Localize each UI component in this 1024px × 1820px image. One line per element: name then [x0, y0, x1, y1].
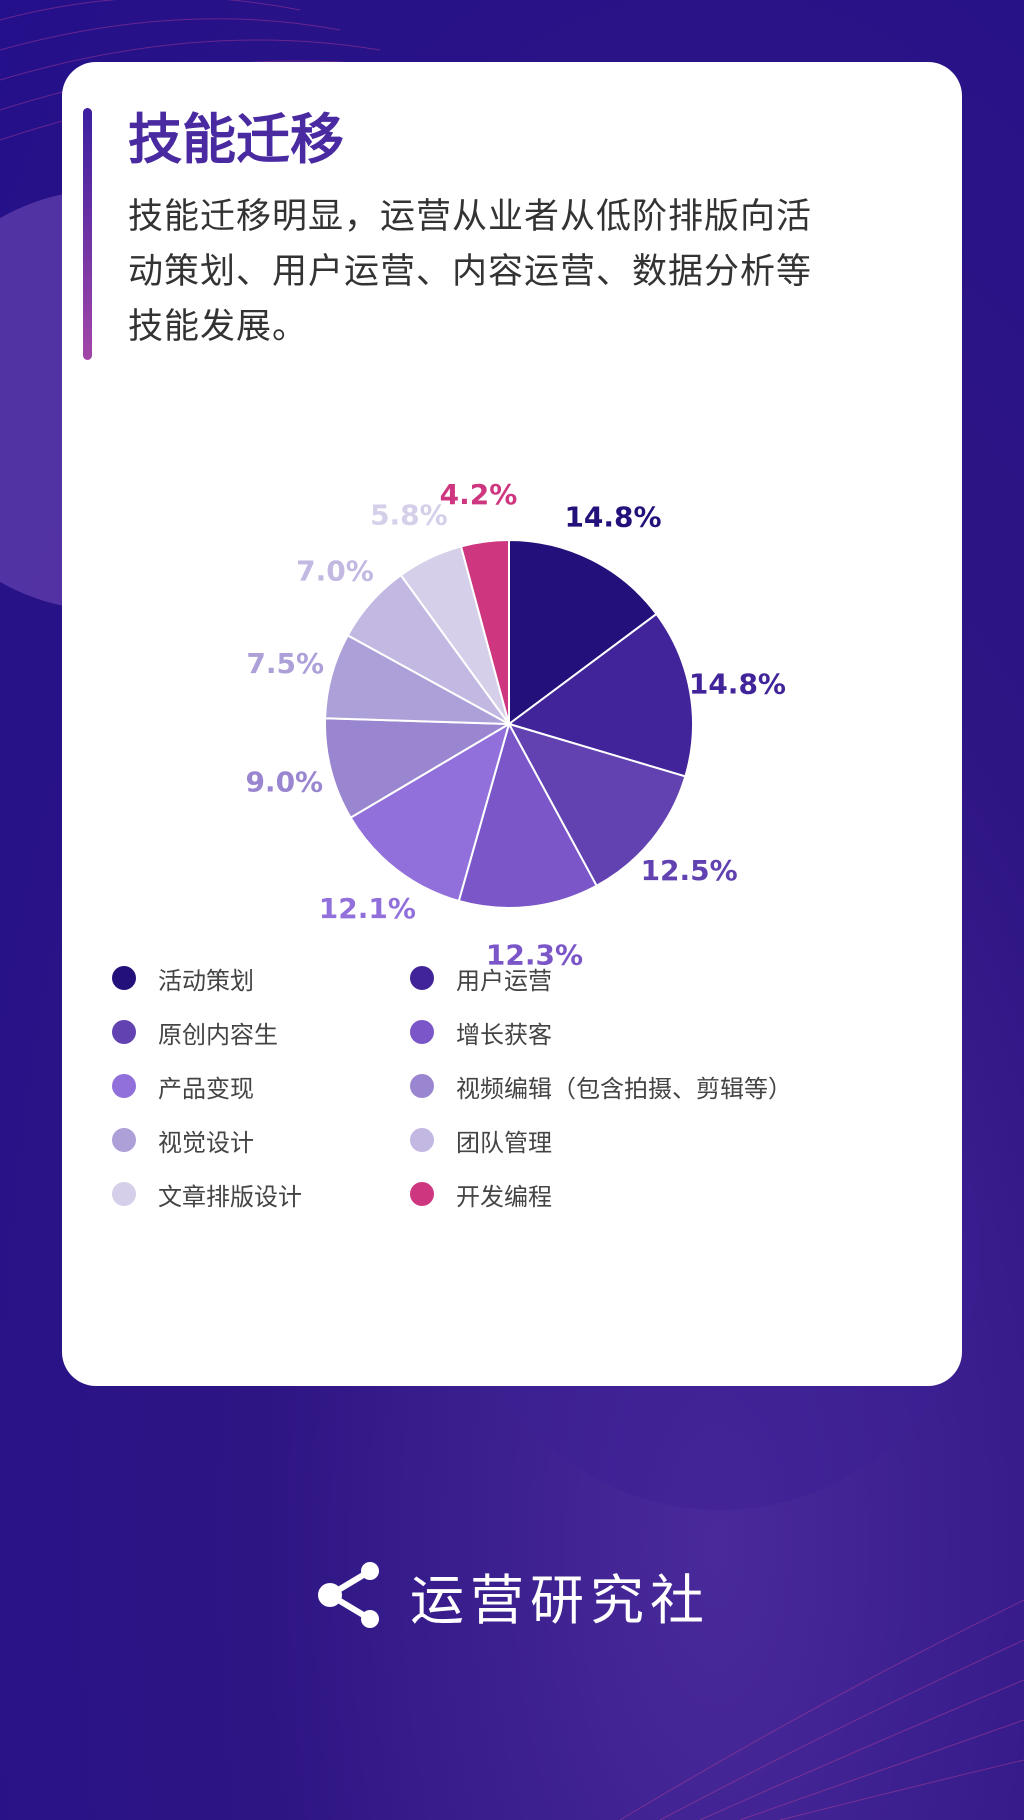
- page-title: 技能迁移: [128, 108, 344, 171]
- legend-item: 活动策划: [112, 962, 410, 995]
- legend-label: 视觉设计: [158, 1128, 254, 1157]
- legend-label: 文章排版设计: [158, 1182, 302, 1211]
- pie-slice-3: [457, 721, 598, 909]
- pie-label-0: 14.8%: [564, 501, 661, 534]
- legend-dot: [410, 1128, 434, 1152]
- pie-label-7: 7.0%: [296, 555, 374, 588]
- pie-label-8: 5.8%: [370, 499, 448, 532]
- legend-dot: [410, 1020, 434, 1044]
- pie-label-2: 12.5%: [641, 854, 738, 887]
- legend-label: 增长获客: [456, 1020, 552, 1049]
- legend-label: 原创内容生: [158, 1020, 278, 1049]
- legend-dot: [112, 1128, 136, 1152]
- legend-item: 原创内容生: [112, 1016, 410, 1049]
- legend-label: 活动策划: [158, 966, 254, 995]
- legend-item: 开发编程: [410, 1178, 830, 1211]
- pie-slice-1: [506, 612, 694, 778]
- legend-item: 产品变现: [112, 1070, 410, 1103]
- decor-lines-bottom: [619, 1599, 1024, 1820]
- legend-label: 用户运营: [456, 966, 552, 995]
- pie-slice-0: [508, 538, 658, 726]
- legend-dot: [112, 966, 136, 990]
- pie-slice-4: [349, 721, 511, 903]
- legend-item: 团队管理: [410, 1124, 830, 1157]
- pie-label-4: 12.1%: [319, 892, 416, 925]
- legend-label: 团队管理: [456, 1128, 552, 1157]
- legend-dot: [410, 1182, 434, 1206]
- legend-label: 产品变现: [158, 1074, 254, 1103]
- pie-label-1: 14.8%: [689, 667, 786, 700]
- pie-slice-9: [459, 538, 510, 725]
- legend-dot: [112, 1074, 136, 1098]
- legend-dot: [410, 966, 434, 990]
- pie-label-3: 12.3%: [486, 939, 583, 972]
- legend-item: 用户运营: [410, 962, 830, 995]
- legend-dot: [112, 1182, 136, 1206]
- pie-label-5: 9.0%: [245, 766, 323, 799]
- pie-slice-2: [506, 722, 687, 888]
- description-text: 技能迁移明显，运营从业者从低阶排版向活动策划、用户运营、内容运营、数据分析等技能…: [128, 197, 813, 347]
- pie-slice-5: [324, 717, 513, 820]
- legend-item: 增长获客: [410, 1016, 830, 1049]
- legend-dot: [410, 1074, 434, 1098]
- chart-legend: 活动策划 用户运营原创内容生 增长获客产品变现 视频编辑（包含拍摄、剪辑等） 视觉设计 团…: [112, 962, 852, 1211]
- brand-footer: 运营研究社: [0, 1555, 1024, 1635]
- legend-dot: [112, 1020, 136, 1044]
- brand-name: 运营研究社: [410, 1568, 710, 1632]
- legend-item: 视觉设计: [112, 1124, 410, 1157]
- pie-label-6: 7.5%: [246, 647, 324, 680]
- pie-label-9: 4.2%: [440, 478, 518, 511]
- pie-chart: 14.8% 14.8% 12.5% 12.3% 12.1% 9.0% 7.5% 7.0% 5.8…: [245, 478, 786, 972]
- title-accent-bar: [83, 108, 92, 360]
- legend-label: 开发编程: [456, 1182, 552, 1211]
- legend-item: 文章排版设计: [112, 1178, 410, 1211]
- legend-label: 视频编辑（包含拍摄、剪辑等）: [456, 1074, 792, 1103]
- share-icon: [318, 1562, 379, 1628]
- legend-item: 视频编辑（包含拍摄、剪辑等）: [410, 1070, 830, 1103]
